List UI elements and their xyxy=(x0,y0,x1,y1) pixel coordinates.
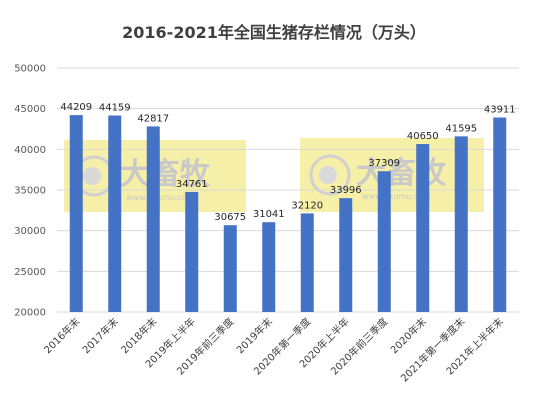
watermark-dot-icon xyxy=(83,167,101,185)
y-axis: 20000 25000 30000 35000 40000 45000 50000 xyxy=(14,64,46,319)
x-tick-label: 2016年末 xyxy=(41,315,82,356)
bar xyxy=(377,171,391,312)
bar xyxy=(262,222,276,312)
bar xyxy=(300,213,314,312)
y-tick-label: 40000 xyxy=(14,145,46,156)
y-tick-label: 35000 xyxy=(14,186,46,197)
data-label: 34761 xyxy=(176,179,208,190)
bar-series xyxy=(69,115,507,313)
y-tick-label: 30000 xyxy=(14,226,46,237)
data-label: 37309 xyxy=(368,158,400,169)
data-label: 32120 xyxy=(291,200,323,211)
data-label: 31041 xyxy=(253,209,285,220)
x-tick-label: 2019年末 xyxy=(234,315,275,356)
data-label: 42817 xyxy=(137,113,169,124)
data-labels: 44209 44159 42817 34761 30675 31041 32120 33996… xyxy=(60,102,515,223)
x-tick-label: 2021年第一季度末 xyxy=(398,315,468,385)
x-axis: 2016年末2017年末2018年末2019年上半年2019年前三季度2019年… xyxy=(41,315,506,385)
watermark-circle-icon xyxy=(309,154,351,196)
data-label: 33996 xyxy=(330,185,362,196)
x-tick-label: 2017年末 xyxy=(80,315,121,356)
watermark-brand: 大畜牧 xyxy=(120,157,211,192)
data-label: 40650 xyxy=(407,131,439,142)
gridlines xyxy=(57,67,519,313)
y-tick-label: 50000 xyxy=(14,64,46,75)
bar xyxy=(416,144,430,312)
data-label: 44209 xyxy=(60,102,92,113)
watermark-brand: 大畜牧 xyxy=(356,156,447,191)
data-label: 44159 xyxy=(99,103,131,114)
watermark-url: www.dxumu.com xyxy=(126,193,195,202)
chart-title: 2016-2021年全国生猪存栏情况（万头） xyxy=(122,23,426,42)
bar xyxy=(493,117,507,312)
data-label: 41595 xyxy=(445,123,477,134)
x-tick-label: 2020年末 xyxy=(388,315,429,356)
watermark-url: www.dxumu.com xyxy=(362,192,431,201)
bar xyxy=(108,115,122,312)
bar xyxy=(454,136,468,312)
y-tick-label: 45000 xyxy=(14,104,46,115)
x-tick-label: 2018年末 xyxy=(118,315,159,356)
data-label: 30675 xyxy=(214,212,246,223)
bar xyxy=(146,126,160,313)
bar xyxy=(185,191,199,312)
y-tick-label: 20000 xyxy=(14,308,46,319)
bar xyxy=(223,225,237,312)
data-label: 43911 xyxy=(484,105,516,116)
bar xyxy=(69,115,83,313)
bar xyxy=(339,198,353,312)
y-tick-label: 25000 xyxy=(14,267,46,278)
watermark-dot-icon xyxy=(319,166,337,184)
